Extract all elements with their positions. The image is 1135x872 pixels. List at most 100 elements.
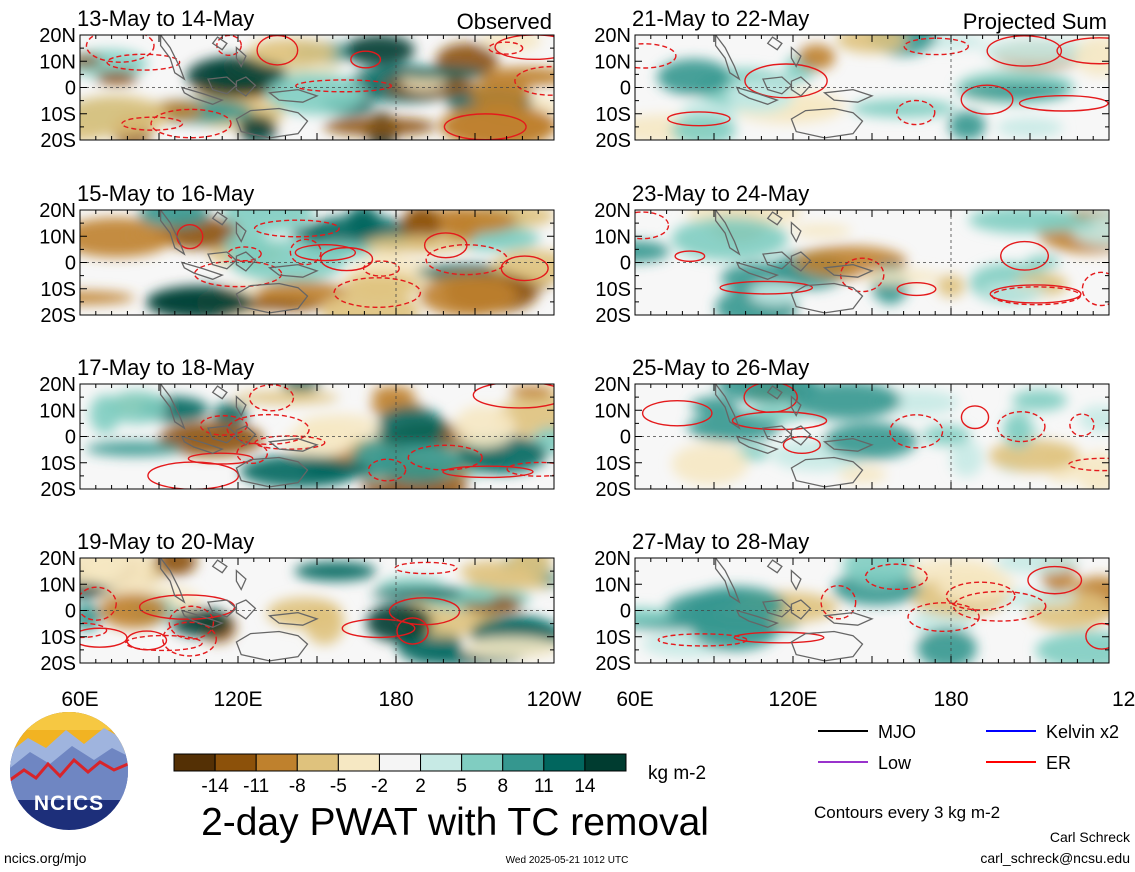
y-tick-label: 0 [620,427,631,449]
colorbar-tick-label: -2 [371,776,388,797]
y-tick-label: 20S [595,653,631,675]
colorbar-swatch [296,753,339,772]
panel-date-title: 23-May to 24-May [632,181,809,206]
colorbar-swatch [214,753,257,772]
x-tick-label: 180 [933,688,968,711]
y-tick-label: 10S [40,279,76,301]
y-tick-label: 10N [39,400,76,422]
y-tick-label: 10N [39,574,76,596]
y-tick-label: 20S [40,305,76,327]
y-tick-label: 0 [65,253,76,275]
legend-label-kelvin: Kelvin x2 [1046,722,1119,742]
figure-title: 2-day PWAT with TC removal [201,801,709,844]
website-link[interactable]: ncics.org/mjo [4,850,87,866]
colorbar-swatch [543,753,586,772]
y-tick-label: 10N [594,400,631,422]
y-tick-label: 10N [39,51,76,73]
y-tick-label: 0 [65,601,76,623]
y-tick-label: 10N [39,226,76,248]
panel-date-title: 15-May to 16-May [77,181,254,206]
colorbar-tick-label: -11 [243,776,269,797]
y-tick-label: 20N [39,374,76,396]
author-name: Carl Schreck [1050,829,1131,845]
panel-date-title: 25-May to 26-May [632,355,809,380]
x-tick-label: 60E [61,688,98,711]
y-tick-label: 10S [40,627,76,649]
colorbar-swatch [502,753,545,772]
panel-date-title: 21-May to 22-May [632,6,809,31]
timestamp: Wed 2025-05-21 1012 UTC [506,855,629,866]
x-tick-label: 60E [616,688,653,711]
y-tick-label: 0 [620,253,631,275]
y-tick-label: 0 [65,78,76,100]
colorbar-tick-label: -8 [289,776,306,797]
colorbar-swatch [461,753,504,772]
colorbar-swatch [420,753,463,772]
panel-date-title: 19-May to 20-May [77,529,254,554]
y-tick-label: 20N [39,200,76,222]
colorbar-tick-label: 14 [574,776,596,797]
colorbar-tick-label: -14 [201,776,229,797]
panel-date-title: 17-May to 18-May [77,355,254,380]
logo-text: NCICS [34,792,104,815]
legend-label-mjo: MJO [878,722,916,742]
map-panel: 20N 10N 0 10S 20S 19-May to 20-May [39,529,555,675]
map-panel: 20N 10N 0 10S 20S 17-May to 18-May [39,355,555,501]
legend-label-low: Low [878,753,912,773]
contours-note: Contours every 3 kg m-2 [814,803,1000,822]
colorbar-tick-label: 2 [415,776,426,797]
x-tick-label: 120E [768,688,817,711]
x-tick-label: 120E [213,688,262,711]
colorbar-units: kg m-2 [648,763,706,784]
map-panel: 20N 10N 0 10S 20S 21-May to 22-May Projected S… [594,6,1110,152]
y-tick-label: 10S [40,453,76,475]
map-panel: 20N 10N 0 10S 20S 15-May to 16-May [39,181,555,327]
column-label: Observed [457,9,552,34]
colorbar-swatch [173,753,216,772]
map-panel: 20N 10N 0 10S 20S 13-May to 14-May Observed [39,6,555,152]
y-tick-label: 20S [40,653,76,675]
colorbar-tick-label: 5 [456,776,467,797]
x-tick-label: 120W [527,688,582,711]
colorbar-tick-label: -5 [330,776,347,797]
y-tick-label: 0 [620,78,631,100]
y-tick-label: 20N [594,25,631,47]
map-panel: 20N 10N 0 10S 20S 27-May to 28-May [594,529,1110,675]
panel-date-title: 27-May to 28-May [632,529,809,554]
ncics-logo: NCICS [10,712,128,830]
panel-date-title: 13-May to 14-May [77,6,254,31]
y-tick-label: 10S [595,453,631,475]
y-tick-label: 10N [594,226,631,248]
y-tick-label: 20N [39,25,76,47]
map-panel: 20N 10N 0 10S 20S 23-May to 24-May [594,181,1110,327]
colorbar-swatch [378,753,422,772]
y-tick-label: 20N [594,200,631,222]
y-tick-label: 20S [40,130,76,152]
y-tick-label: 0 [620,601,631,623]
y-tick-label: 20S [595,479,631,501]
colorbar-swatch [584,753,627,772]
y-tick-label: 20N [594,374,631,396]
colorbar-swatch [337,753,380,772]
column-label: Projected Sum [963,9,1107,34]
y-tick-label: 10S [40,104,76,126]
colorbar-tick-label: 11 [534,776,554,797]
y-tick-label: 10N [594,51,631,73]
x-axis-labels-left: 60E 120E 180 120W [61,688,581,711]
y-tick-label: 10N [594,574,631,596]
y-tick-label: 10S [595,104,631,126]
y-tick-label: 10S [595,627,631,649]
colorbar-tick-label: 8 [497,776,508,797]
y-tick-label: 10S [595,279,631,301]
x-axis-labels-right: 60E 120E 180 120W [616,688,1135,711]
legend-label-er: ER [1046,753,1071,773]
colorbar: -14 -11 -8 -5 -2 2 5 8 11 14 [173,753,627,797]
y-tick-label: 20S [595,130,631,152]
x-tick-label: 120W [1112,688,1135,711]
x-tick-label: 180 [378,688,413,711]
y-tick-label: 0 [65,427,76,449]
y-tick-label: 20N [594,548,631,570]
y-tick-label: 20N [39,548,76,570]
